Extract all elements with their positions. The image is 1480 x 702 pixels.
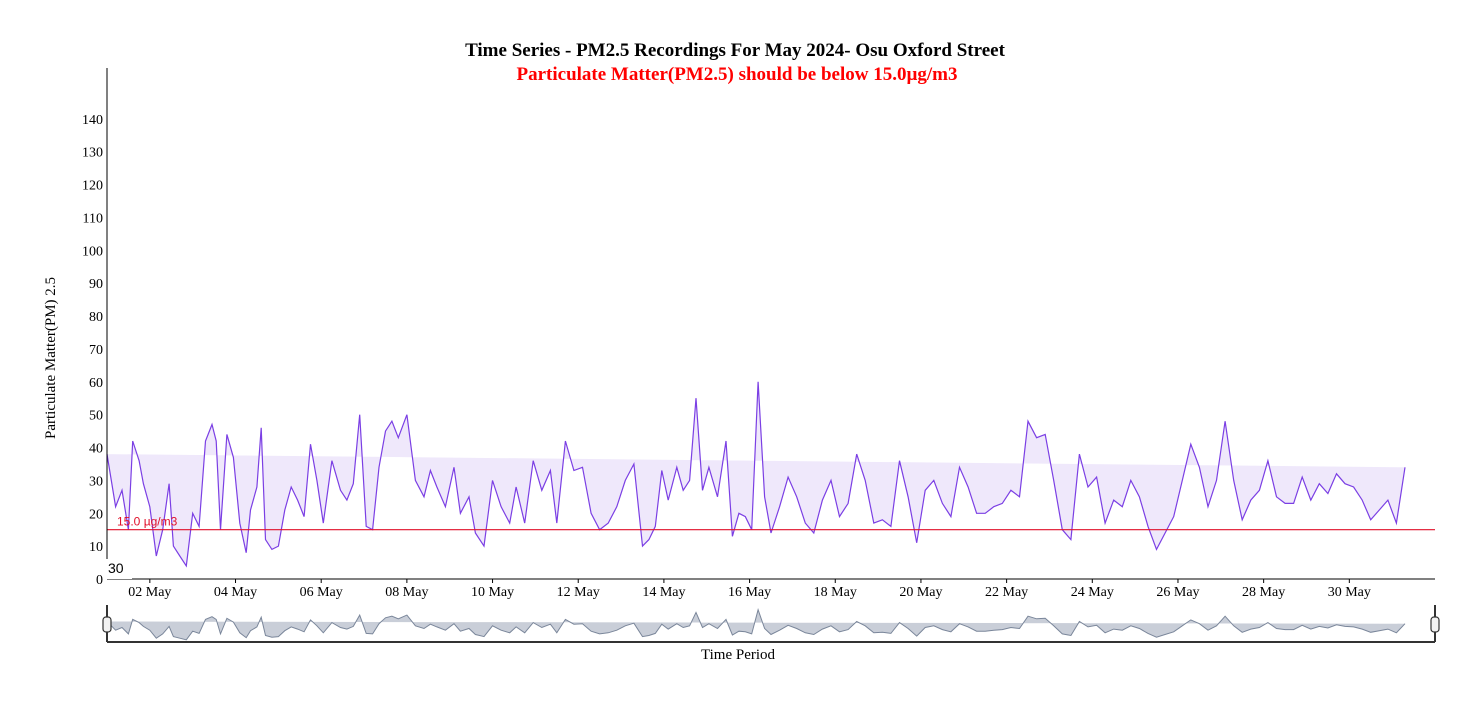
y-tick-label: 30 (89, 474, 103, 489)
x-tick-label: 02 May (128, 585, 171, 600)
x-tick-label: 10 May (471, 585, 514, 600)
y-axis: 0 10 20 30 40 50 60 70 80 90 100 110 120 130 140 (82, 68, 108, 588)
x-tick-label: 24 May (1071, 585, 1114, 600)
y-tick-label: 80 (89, 310, 103, 325)
y-tick-label: 70 (89, 343, 103, 358)
plot-area: 15.0 µg/m3 (106, 381, 1435, 568)
x-tick-label: 20 May (899, 585, 942, 600)
x-tick-label: 28 May (1242, 585, 1285, 600)
pm25-series-area (107, 381, 1405, 566)
x-axis-title: Time Period (701, 647, 776, 663)
y-tick-label: 0 (96, 573, 103, 588)
y-ticks: 0 10 20 30 40 50 60 70 80 90 100 110 120 130 140 (82, 113, 103, 588)
y-tick-label: 90 (89, 277, 103, 292)
x-tick-label: 06 May (300, 585, 343, 600)
y-tick-label: 20 (89, 507, 103, 522)
y-tick-label: 110 (83, 211, 103, 226)
y-tick-label: 10 (89, 540, 103, 555)
x-tick-label: 12 May (557, 585, 600, 600)
x-tick-label: 14 May (642, 585, 685, 600)
chart-subtitle: Particulate Matter(PM2.5) should be belo… (516, 64, 958, 85)
x-tick-label: 22 May (985, 585, 1028, 600)
range-badge: 30 (106, 559, 132, 579)
y-tick-label: 140 (82, 113, 103, 128)
chart-title: Time Series - PM2.5 Recordings For May 2… (465, 40, 1005, 61)
x-tick-label: 16 May (728, 585, 771, 600)
x-tick-label: 26 May (1156, 585, 1199, 600)
y-tick-label: 100 (82, 244, 103, 259)
pm25-series-line (106, 381, 1406, 568)
y-axis-title: Particulate Matter(PM) 2.5 (43, 277, 59, 439)
navigator-mini-series (106, 607, 1406, 641)
y-tick-label: 60 (89, 376, 103, 391)
navigator-left-handle[interactable] (102, 616, 112, 633)
y-tick-label: 40 (89, 442, 103, 457)
x-tick-label: 18 May (814, 585, 857, 600)
y-tick-label: 120 (82, 179, 103, 194)
x-ticks: 02 May 04 May 06 May 08 May 10 May 12 May 14 M… (128, 579, 1371, 600)
navigator-right-handle[interactable] (1430, 616, 1440, 633)
x-tick-label: 04 May (214, 585, 257, 600)
threshold-label: 15.0 µg/m3 (117, 515, 178, 529)
range-badge-text: 30 (108, 560, 124, 576)
y-tick-label: 50 (89, 409, 103, 424)
x-tick-label: 30 May (1328, 585, 1371, 600)
x-axis: 02 May 04 May 06 May 08 May 10 May 12 May 14 M… (107, 578, 1435, 600)
range-badge-box (106, 559, 132, 579)
y-tick-label: 130 (82, 146, 103, 161)
time-navigator[interactable] (102, 605, 1440, 643)
x-tick-label: 08 May (385, 585, 428, 600)
